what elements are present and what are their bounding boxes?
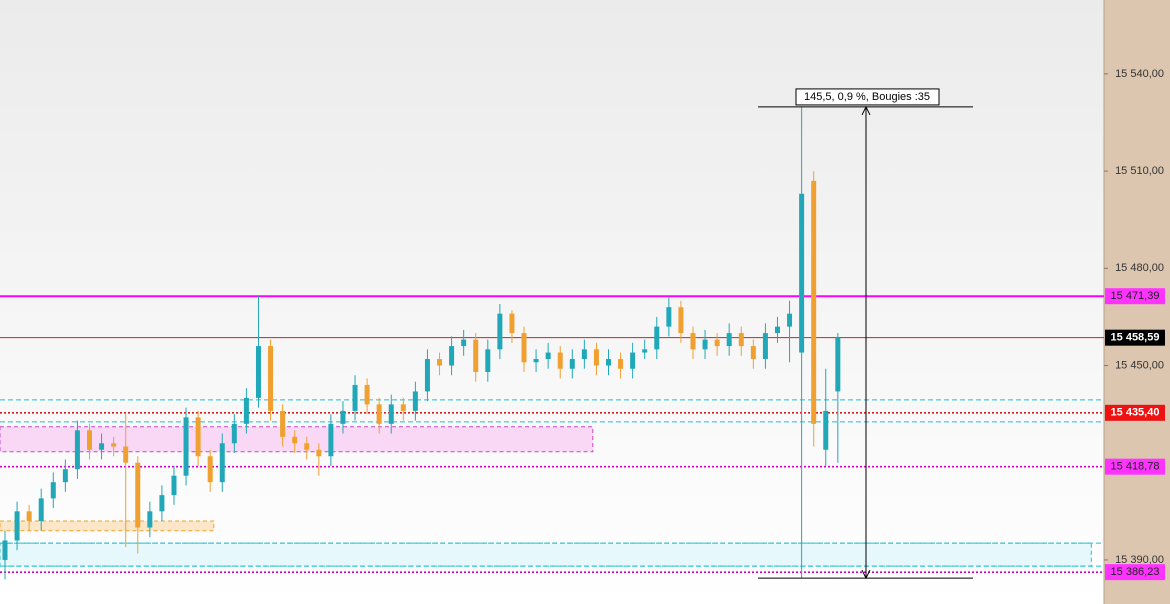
zone xyxy=(0,542,1092,567)
candle-body xyxy=(509,313,515,334)
candle-body xyxy=(762,333,768,360)
y-tick-label: 15 450,00 xyxy=(1115,359,1164,371)
candle-body xyxy=(2,540,8,560)
candle-body xyxy=(545,352,551,360)
candle-body xyxy=(183,417,189,476)
candle-body xyxy=(50,482,56,499)
y-tick-label: 15 480,00 xyxy=(1115,262,1164,274)
candle-body xyxy=(135,462,141,528)
candle-body xyxy=(280,410,286,437)
candle-body xyxy=(714,339,720,347)
candle-body xyxy=(388,404,394,424)
level-label: 15 458,59 xyxy=(1111,332,1160,344)
candle-body xyxy=(255,346,261,398)
candle-body xyxy=(292,436,298,444)
candle-body xyxy=(690,333,696,350)
candle-body xyxy=(449,346,455,366)
candle-body xyxy=(774,326,780,334)
candle-body xyxy=(593,349,599,366)
candle-body xyxy=(26,511,32,522)
candle-body xyxy=(557,352,563,369)
candle-body xyxy=(485,349,491,372)
candle-body xyxy=(461,339,467,347)
candle-body xyxy=(618,359,624,369)
y-tick-label: 15 390,00 xyxy=(1115,554,1164,566)
candle-body xyxy=(787,313,793,327)
candle-body xyxy=(811,180,817,424)
candle-body xyxy=(207,456,213,483)
candle-body xyxy=(99,443,105,450)
zone xyxy=(0,520,215,532)
candle-body xyxy=(642,349,648,353)
candle-body xyxy=(171,475,177,496)
candle-body xyxy=(316,449,322,457)
candle-body xyxy=(412,391,418,411)
candle-body xyxy=(195,417,201,457)
level-label: 15 471,39 xyxy=(1111,290,1160,302)
candle-body xyxy=(400,404,406,411)
candle-body xyxy=(268,346,274,411)
candle-body xyxy=(835,337,841,392)
candle-body xyxy=(74,430,80,470)
y-tick-label: 15 540,00 xyxy=(1115,68,1164,80)
candle-body xyxy=(702,339,708,350)
candle-body xyxy=(364,384,370,405)
candle-body xyxy=(738,333,744,347)
candle-body xyxy=(38,498,44,522)
candle-body xyxy=(750,346,756,360)
candle-body xyxy=(569,359,575,369)
candle-body xyxy=(243,397,249,424)
candle-body xyxy=(219,443,225,483)
candle-body xyxy=(497,313,503,350)
level-label-box xyxy=(1105,458,1165,475)
candle-body xyxy=(376,404,382,424)
candle-body xyxy=(654,326,660,350)
candle-body xyxy=(726,333,732,347)
candle-body xyxy=(231,423,237,444)
measure-box xyxy=(795,88,940,106)
candle-body xyxy=(678,307,684,334)
candle-body xyxy=(340,410,346,424)
y-tick-label: 15 510,00 xyxy=(1115,165,1164,177)
candle-body xyxy=(581,349,587,360)
candle-body xyxy=(304,443,310,450)
candle-body xyxy=(630,352,636,369)
candle-body xyxy=(352,384,358,411)
level-label-box xyxy=(1105,329,1165,346)
candle-body xyxy=(533,359,539,363)
level-label: 15 386,23 xyxy=(1111,566,1160,578)
candle-body xyxy=(823,410,829,450)
candle-body xyxy=(521,333,527,363)
candle-body xyxy=(159,495,165,512)
level-label-box xyxy=(1105,404,1165,421)
level-label-box xyxy=(1105,288,1165,305)
candle-body xyxy=(606,359,611,366)
candle-body xyxy=(147,511,153,528)
level-label: 15 435,40 xyxy=(1111,407,1160,419)
candle-body xyxy=(86,430,92,450)
measure-text: 145,5, 0,9 %, Bougies :35 xyxy=(804,91,930,103)
candle-body xyxy=(666,307,672,327)
candle-body xyxy=(111,443,117,447)
level-label: 15 418,78 xyxy=(1111,461,1160,473)
candle-body xyxy=(123,446,129,463)
candle-body xyxy=(62,469,68,483)
candle-body xyxy=(424,359,430,392)
arrow-head xyxy=(861,105,871,580)
candle-body xyxy=(473,339,479,372)
candle-body xyxy=(799,193,805,353)
candle-body xyxy=(14,511,20,541)
level-label-box xyxy=(1105,564,1165,581)
candle-body xyxy=(328,423,334,457)
candle-body xyxy=(437,359,443,366)
